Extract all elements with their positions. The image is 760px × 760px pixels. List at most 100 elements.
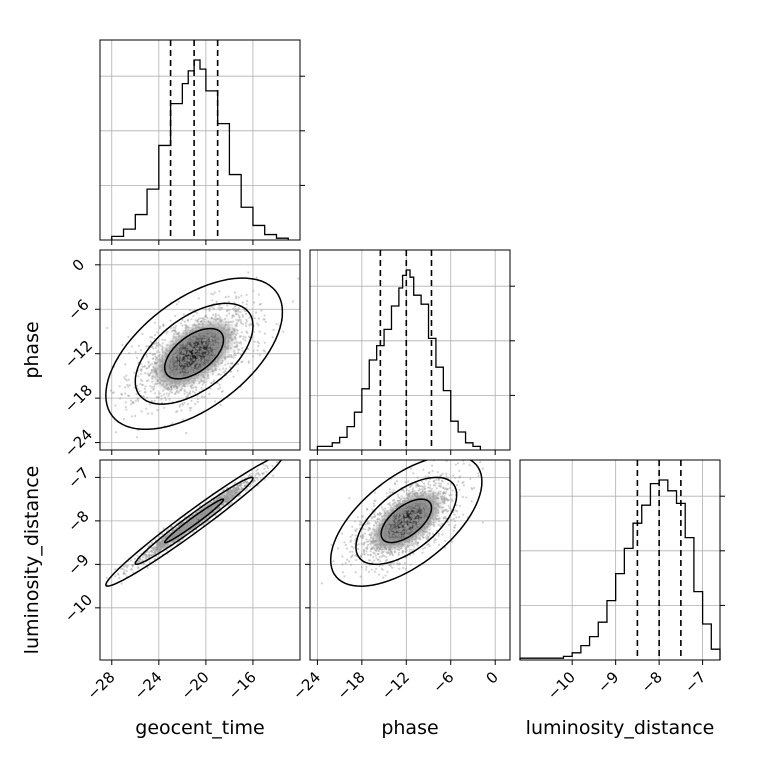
scatter-point [348,560,351,563]
scatter-point [145,353,148,356]
scatter-point [178,367,181,370]
density-cell [425,509,429,513]
density-cell [192,366,197,371]
density-cell [439,504,443,508]
density-cell [229,489,234,493]
scatter-point [203,505,207,508]
scatter-point [158,365,161,368]
density-cell [172,366,177,371]
density-cell [226,323,231,327]
density-cell [413,522,417,526]
scatter-point [131,564,134,567]
scatter-point [192,362,195,365]
scatter-point [203,333,207,336]
scatter-point [234,489,238,492]
density-cell [416,537,420,541]
scatter-point [258,303,261,306]
scatter-point [196,515,199,518]
density-cell [410,514,415,518]
scatter-point [158,351,161,354]
scatter-point [149,364,152,367]
scatter-point [162,545,165,548]
density-cell [195,378,200,382]
density-cell [152,383,157,388]
scatter-point [133,371,136,374]
density-cell [396,529,400,533]
scatter-point [415,516,419,519]
scatter-point [201,354,204,357]
density-cell [148,375,153,379]
density-cell [387,522,392,526]
scatter-point [162,543,165,547]
scatter-point [398,567,401,570]
scatter-point [209,507,212,510]
scatter-point [226,334,229,337]
density-cell [209,504,214,508]
density-cell [433,489,438,493]
scatter-point [231,314,234,317]
scatter-point [190,523,193,526]
scatter-point [78,416,80,418]
scatter-point [228,337,231,340]
scatter-point [158,392,161,395]
scatter-point [188,336,191,339]
scatter-point [155,371,158,374]
scatter-point [160,370,163,373]
scatter-point [216,497,219,500]
scatter-point [156,546,159,550]
scatter-point [221,390,224,393]
scatter-point [177,355,181,358]
scatter-point [156,545,159,548]
scatter-point [233,492,237,496]
scatter-point [160,539,163,542]
density-cell [229,346,234,350]
scatter-point [179,379,182,382]
density-cell [158,542,163,546]
scatter-point [227,499,230,502]
scatter-point [211,345,214,348]
scatter-point [241,347,244,350]
scatter-point [174,363,177,366]
scatter-point [450,518,453,522]
density-cell [165,343,170,348]
scatter-point [210,341,213,344]
scatter-point [193,361,196,365]
density-cell [373,549,377,553]
density-cell [219,504,224,508]
scatter-point [158,353,161,356]
density-cell [222,497,227,501]
scatter-point [224,345,227,348]
density-cell [155,549,160,553]
scatter-point [217,358,220,361]
scatter-point [231,362,234,365]
scatter-point [194,319,197,322]
scatter-point [230,496,234,499]
density-cell [427,527,432,531]
scatter-point [192,365,195,368]
scatter-point [252,349,255,352]
scatter-point [224,346,227,349]
scatter-point [233,309,236,312]
density-cell [185,358,190,362]
density-cell [202,358,207,362]
density-cell [226,346,231,350]
scatter-point [235,488,238,491]
density-cell [158,349,163,353]
scatter-point [230,490,233,493]
density-cell [222,494,227,498]
scatter-point [160,364,163,367]
scatter-point [156,550,159,553]
density-cell [216,358,220,362]
density-cell [175,352,180,356]
scatter-point [217,333,221,336]
scatter-point [187,523,190,526]
scatter-point [164,385,167,388]
scatter-point [124,401,127,404]
scatter-point [180,356,183,359]
scatter-point [174,371,177,374]
scatter-point [202,343,206,346]
density-cell [410,502,415,506]
density-cell [158,378,163,382]
density-cell [195,343,200,348]
scatter-point [128,352,131,355]
